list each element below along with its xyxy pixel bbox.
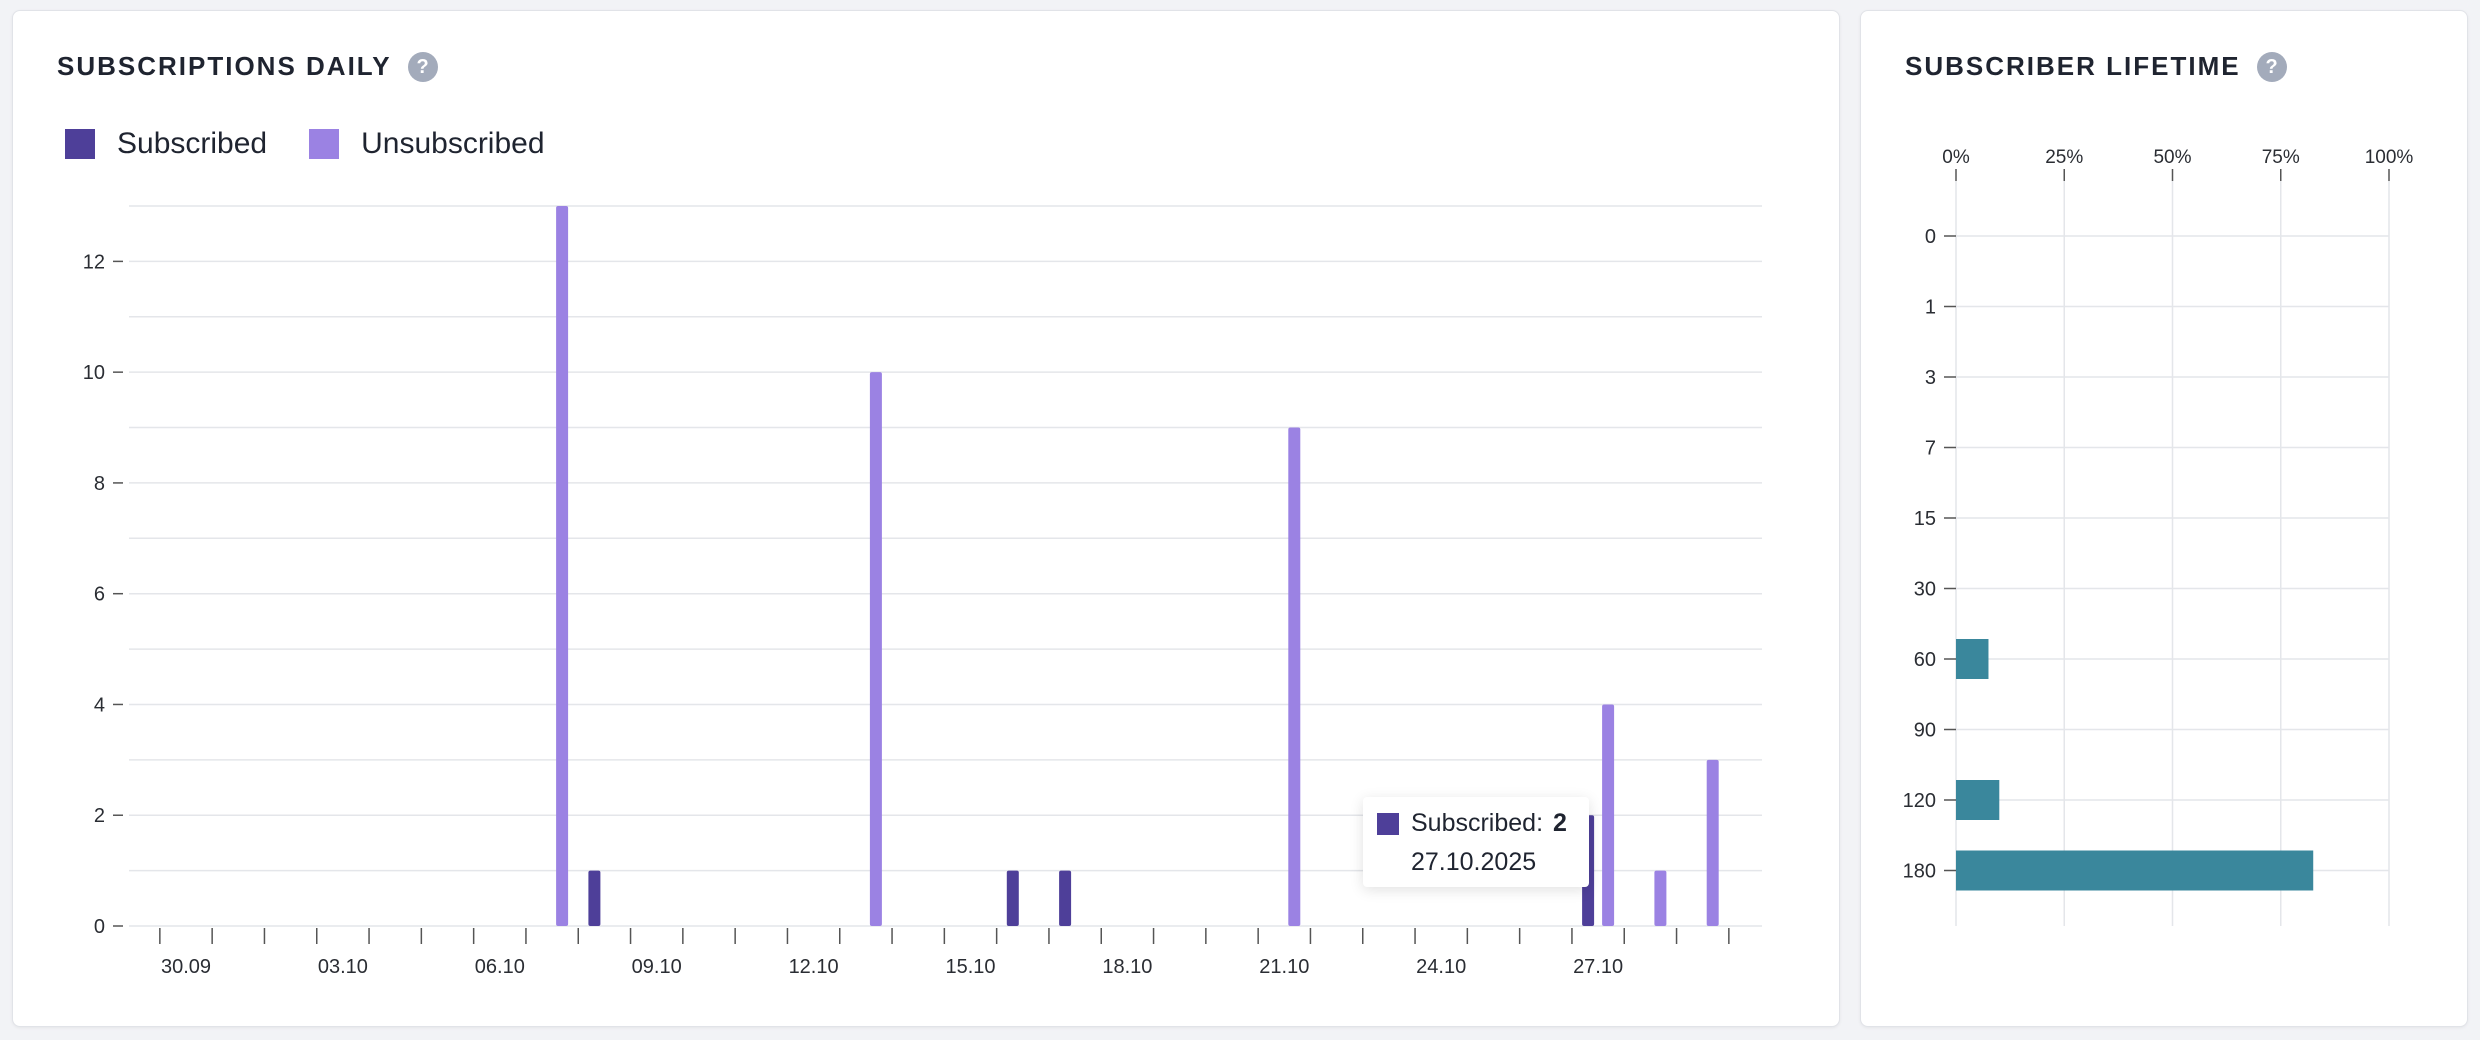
y-tick-label: 0 xyxy=(94,916,105,938)
y-tick-label: 12 xyxy=(83,251,105,273)
y-tick-label: 120 xyxy=(1903,790,1936,812)
help-icon[interactable]: ? xyxy=(407,51,438,82)
legend-item-subscribed[interactable]: Subscribed xyxy=(65,127,267,161)
legend-label-subscribed: Subscribed xyxy=(117,127,268,160)
bar-lifetime-120 xyxy=(1956,780,2000,820)
legend-swatch-unsubscribed xyxy=(309,129,340,159)
x-tick-label: 100% xyxy=(2365,147,2414,168)
subscriptions-daily-title: SUBSCRIPTIONS DAILY ? xyxy=(57,51,438,82)
x-tick-label: 25% xyxy=(2045,147,2083,168)
bar-unsubscribed-21.10 xyxy=(1288,427,1301,926)
subscriber-lifetime-title-text: SUBSCRIBER LIFETIME xyxy=(1905,51,2241,81)
subscriptions-daily-chart: 0 2 4 6 8 10 12 30.09 03.10 06.10 09.10 12.10 15.10 1… xyxy=(83,205,1762,978)
tooltip-value: 2 xyxy=(1553,809,1567,837)
x-tick-label: 21.10 xyxy=(1259,956,1309,978)
y-tick-label: 7 xyxy=(1925,438,1936,460)
x-tick-label: 09.10 xyxy=(632,956,682,978)
x-tick-label: 12.10 xyxy=(789,956,839,978)
bar-unsubscribed-13.10 xyxy=(869,372,882,927)
subscriptions-daily-title-text: SUBSCRIPTIONS DAILY xyxy=(57,51,392,81)
x-tick-label: 24.10 xyxy=(1416,956,1466,978)
y-tick-label: 10 xyxy=(83,362,105,384)
y-tick-label: 4 xyxy=(94,694,105,716)
chart-legend: Subscribed Unsubscribed xyxy=(65,127,587,161)
subscriber-lifetime-card: SUBSCRIBER LIFETIME ? 0% 25% 50% 75% 100% 0 1 3… xyxy=(1860,10,2468,1027)
tooltip-swatch xyxy=(1377,812,1399,835)
x-tick-label: 30.09 xyxy=(161,956,211,978)
x-tick-label: 15.10 xyxy=(945,956,995,978)
bar-lifetime-180 xyxy=(1956,850,2314,891)
bar-lifetime-60 xyxy=(1956,639,1989,679)
bar-unsubscribed-27.10 xyxy=(1602,704,1615,926)
bar-subscribed-08.10 xyxy=(588,870,601,926)
y-tick-label: 8 xyxy=(94,473,105,495)
bar-unsubscribed-29.10 xyxy=(1706,759,1719,926)
tooltip-series-label: Subscribed: xyxy=(1411,809,1544,837)
x-tick-label: 75% xyxy=(2262,147,2300,168)
y-tick-label: 1 xyxy=(1925,297,1936,319)
x-tick-label: 18.10 xyxy=(1102,956,1152,978)
subscriber-lifetime-chart: 0% 25% 50% 75% 100% 0 1 3 7 15 30 60 90 120 180 xyxy=(1903,147,2414,926)
bar-subscribed-17.10 xyxy=(1059,870,1072,926)
y-tick-label: 30 xyxy=(1914,579,1936,601)
x-tick-label: 50% xyxy=(2153,147,2191,168)
help-icon[interactable]: ? xyxy=(2256,51,2287,82)
subscriber-lifetime-title: SUBSCRIBER LIFETIME ? xyxy=(1905,51,2287,82)
y-tick-label: 60 xyxy=(1914,649,1936,671)
y-tick-label: 90 xyxy=(1914,720,1936,742)
legend-item-unsubscribed[interactable]: Unsubscribed xyxy=(309,127,545,161)
legend-label-unsubscribed: Unsubscribed xyxy=(361,127,545,160)
y-tick-label: 3 xyxy=(1925,367,1936,389)
x-tick-label: 03.10 xyxy=(318,956,368,978)
bar-unsubscribed-28.10 xyxy=(1654,870,1667,926)
x-tick-label: 27.10 xyxy=(1573,956,1623,978)
bar-unsubscribed-07.10 xyxy=(556,206,569,926)
y-tick-label: 0 xyxy=(1925,226,1936,248)
legend-swatch-subscribed xyxy=(65,129,95,159)
y-tick-label: 15 xyxy=(1914,508,1936,530)
y-tick-label: 6 xyxy=(94,584,105,606)
tooltip-date: 27.10.2025 xyxy=(1411,848,1537,876)
subscriptions-daily-card: SUBSCRIPTIONS DAILY ? Subscribed Unsubsc… xyxy=(12,10,1840,1027)
bar-subscribed-16.10 xyxy=(1006,870,1019,926)
x-tick-label: 06.10 xyxy=(475,956,525,978)
y-tick-label: 180 xyxy=(1903,861,1936,883)
x-tick-label: 0% xyxy=(1942,147,1970,168)
y-tick-label: 2 xyxy=(94,805,105,827)
chart-tooltip: Subscribed: 2 27.10.2025 xyxy=(1363,797,1589,887)
